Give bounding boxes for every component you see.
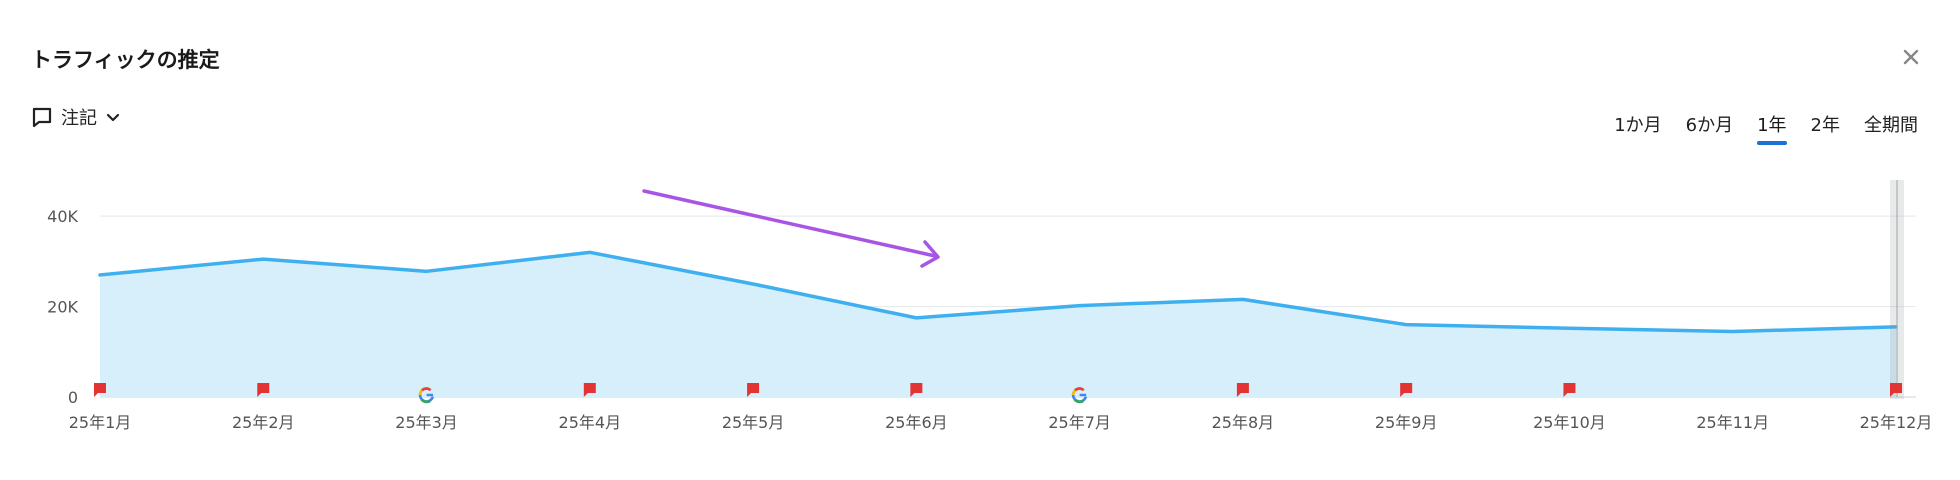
note-flag-icon-3 [583,383,596,397]
note-flag-icon-8 [1400,383,1413,397]
google-seg-r-6 [1074,387,1085,392]
tab-6-months[interactable]: 6か月 [1685,115,1734,136]
x-tick-label-1: 25年2月 [232,413,295,432]
note-flag-shape-8 [1400,383,1413,397]
tab-1-year[interactable]: 1年 [1757,111,1788,145]
chevron-down-icon [106,113,120,122]
annotation-arrow-shaft [642,189,937,258]
x-tick-label-2: 25年3月 [395,413,458,432]
note-flag-icon-0 [94,383,106,397]
series-area [100,252,1896,397]
close-icon[interactable] [1900,46,1922,68]
y-tick-label-2: 40K [47,207,78,226]
comment-icon [32,107,52,128]
note-flag-icon-7 [1236,383,1249,397]
google-seg-r-2 [421,387,432,392]
x-tick-label-4: 25年5月 [722,413,785,432]
google-seg-y-6 [1071,389,1077,396]
period-tabs: 1か月 6か月 1年 2年 全期間 [1614,111,1918,145]
annotation-arrow-icon [642,189,940,268]
note-flag-icon-9 [1563,383,1576,397]
notes-dropdown[interactable]: 注記 [31,104,121,130]
note-flag-shape-7 [1236,383,1249,397]
x-tick-label-3: 25年4月 [559,413,622,432]
note-flag-shape-1 [257,383,270,397]
x-tick-label-7: 25年8月 [1212,413,1275,432]
x-tick-label-6: 25年7月 [1048,413,1111,432]
notes-label: 注記 [61,108,97,129]
note-flag-icon-4 [747,383,760,397]
note-flag-shape-11 [1890,383,1902,397]
y-tick-label-0: 0 [68,388,78,407]
note-flag-icon-5 [910,383,923,397]
note-flag-shape-9 [1563,383,1576,397]
annotation-arrow-head [920,240,940,268]
series-line [98,250,1898,334]
note-flag-shape-5 [910,383,923,397]
note-flag-shape-4 [747,383,760,397]
x-tick-label-11: 25年12月 [1860,413,1933,432]
tab-1-month[interactable]: 1か月 [1614,115,1662,136]
google-seg-g-6 [1073,398,1084,404]
note-flag-icon-11 [1890,383,1902,397]
x-tick-label-9: 25年10月 [1533,413,1606,432]
page-title: トラフィックの推定 [31,48,220,72]
close-button[interactable] [1900,46,1922,68]
y-tick-label-1: 20K [47,298,78,317]
tab-all-time[interactable]: 全期間 [1864,115,1918,136]
google-seg-y-2 [418,389,424,396]
x-tick-label-5: 25年6月 [885,413,948,432]
note-flag-shape-0 [94,383,106,397]
x-tick-label-0: 25年1月 [69,413,132,432]
x-tick-label-8: 25年9月 [1375,413,1438,432]
note-flag-icon-1 [257,383,270,397]
x-tick-label-10: 25年11月 [1696,413,1769,432]
google-seg-g-2 [420,398,431,404]
google-update-icon-2 [418,387,435,404]
note-flag-shape-3 [583,383,596,397]
tab-2-years[interactable]: 2年 [1810,115,1840,136]
